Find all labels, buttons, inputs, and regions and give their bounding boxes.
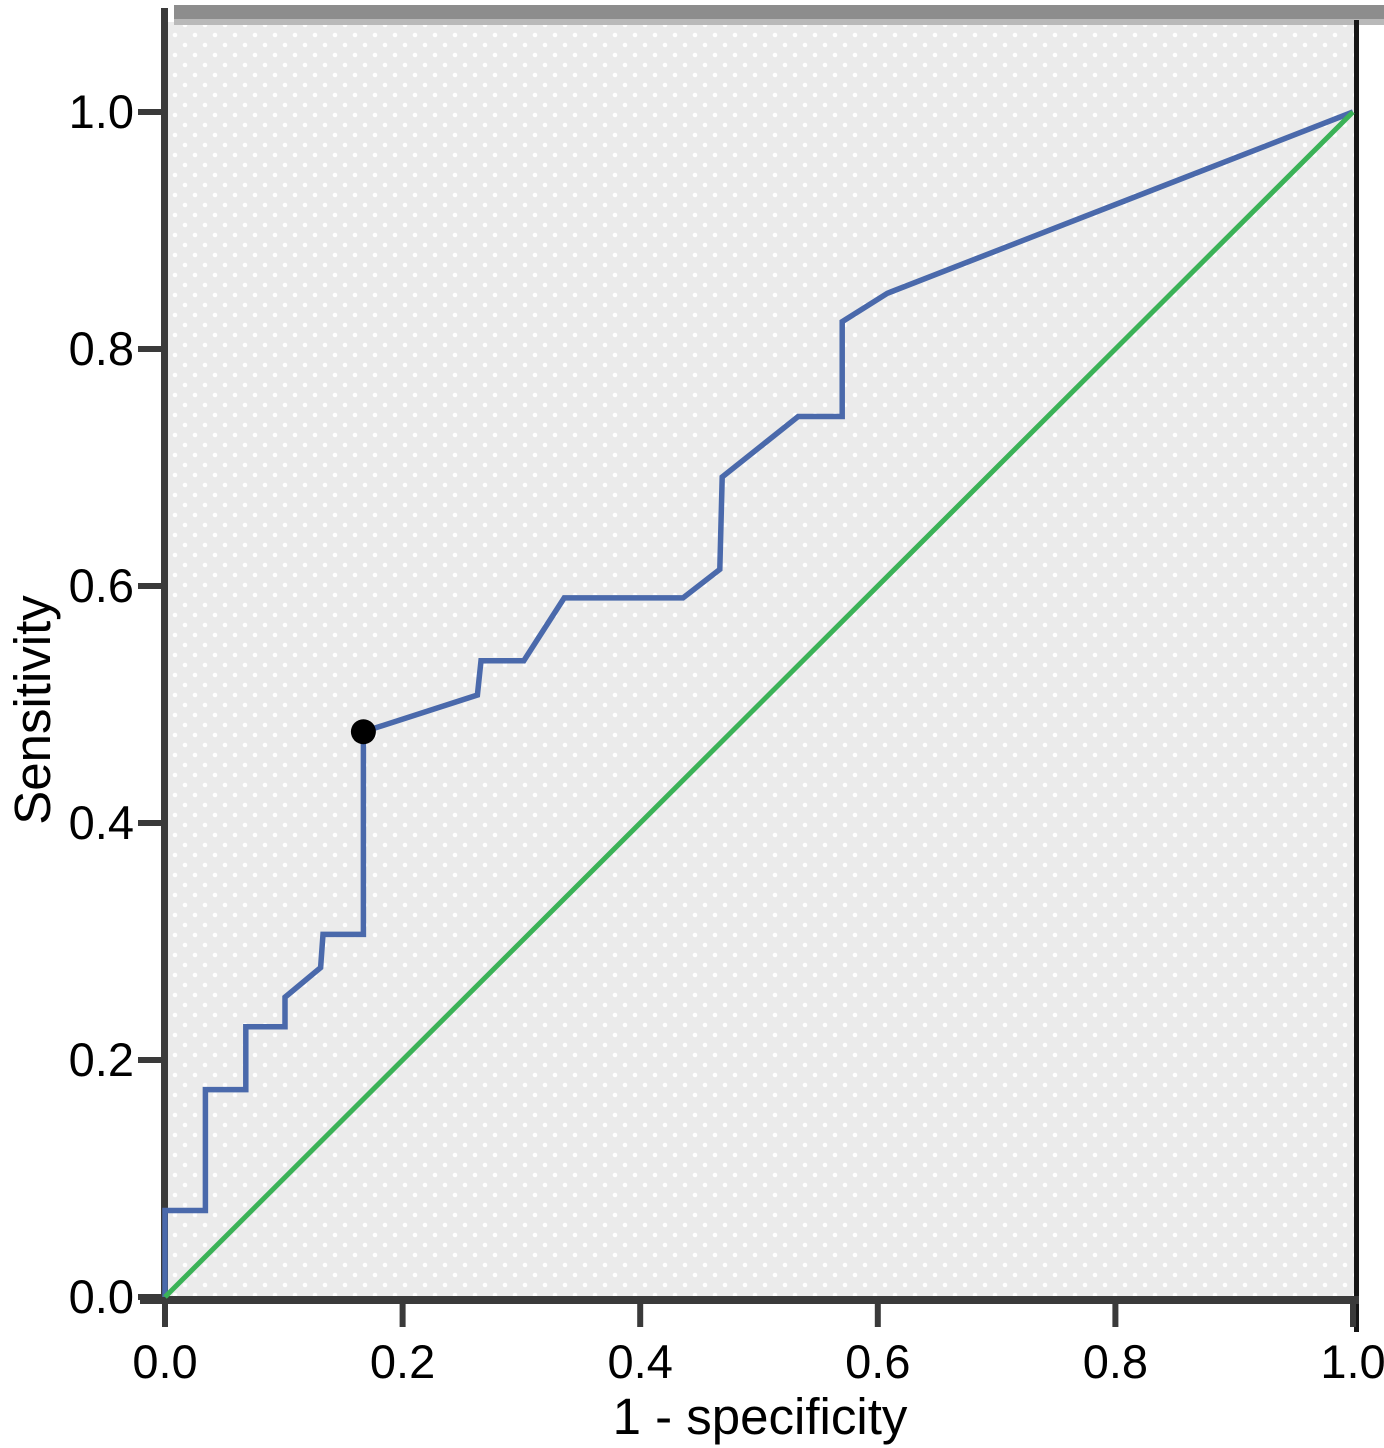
y-tick-label: 0.2 bbox=[69, 1033, 134, 1086]
y-tick bbox=[138, 1057, 161, 1063]
x-tick bbox=[162, 1304, 168, 1327]
y-axis-line bbox=[161, 8, 168, 1304]
optimal-cutoff-point bbox=[350, 719, 376, 745]
x-tick bbox=[1350, 1304, 1356, 1327]
y-tick-label: 0.8 bbox=[69, 322, 134, 375]
x-tick-label: 0.4 bbox=[608, 1335, 673, 1388]
x-axis-line bbox=[140, 1296, 1359, 1304]
y-tick bbox=[138, 1294, 161, 1300]
x-tick-label: 0.6 bbox=[845, 1335, 910, 1388]
y-tick-label: 0.4 bbox=[69, 796, 134, 849]
x-tick bbox=[637, 1304, 644, 1327]
plot-area-background bbox=[166, 22, 1356, 1298]
y-tick bbox=[138, 820, 161, 826]
reference-line bbox=[163, 110, 1355, 1299]
marker-layer bbox=[350, 719, 376, 745]
y-tick bbox=[138, 346, 161, 352]
roc-curve bbox=[162, 109, 1354, 1297]
x-tick-label: 1.0 bbox=[1320, 1335, 1384, 1388]
y-tick-label: 0.6 bbox=[69, 559, 134, 612]
x-tick bbox=[874, 1304, 881, 1327]
plot-frame-top-bar bbox=[174, 5, 1384, 19]
y-tick bbox=[138, 583, 161, 589]
plot-frame-right-border bbox=[1354, 20, 1359, 1332]
y-axis-ticks: 0.0 0.2 0.4 0.6 0.8 1.0 bbox=[69, 85, 161, 1323]
x-axis-title: 1 - specificity bbox=[613, 1388, 908, 1445]
x-tick bbox=[399, 1304, 406, 1327]
x-tick-label: 0.0 bbox=[132, 1335, 197, 1388]
x-axis-ticks: 0.0 0.2 0.4 0.6 0.8 1.0 bbox=[132, 1304, 1384, 1388]
series-layer bbox=[162, 109, 1355, 1299]
y-tick-label: 1.0 bbox=[69, 85, 134, 138]
plot-frame-top-bar-highlight bbox=[174, 19, 1384, 25]
x-tick bbox=[1112, 1304, 1119, 1327]
x-tick-label: 0.8 bbox=[1083, 1335, 1148, 1388]
x-tick-label: 0.2 bbox=[370, 1335, 435, 1388]
y-tick bbox=[138, 109, 161, 115]
y-axis-title: Sensitivity bbox=[4, 595, 61, 825]
y-tick-label: 0.0 bbox=[69, 1270, 134, 1323]
